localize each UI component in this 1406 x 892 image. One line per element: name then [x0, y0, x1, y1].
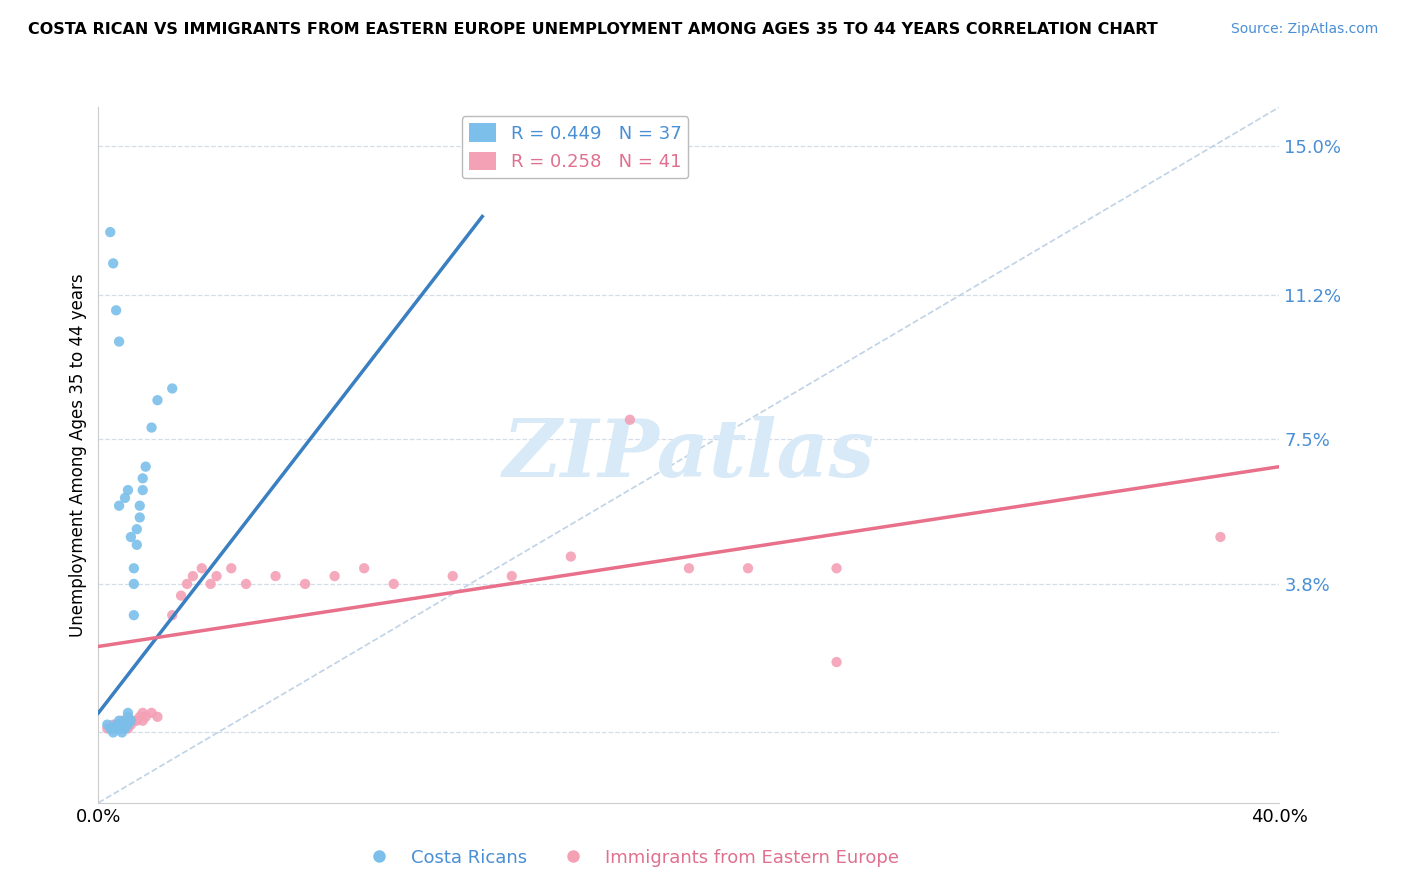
Point [128, 510, 150, 524]
Point [146, 393, 169, 408]
Point [219, 561, 242, 575]
Point [170, 589, 193, 603]
Y-axis label: Unemployment Among Ages 35 to 44 years: Unemployment Among Ages 35 to 44 years [69, 273, 87, 637]
Point [114, 491, 136, 505]
Point [117, 706, 139, 720]
Point [108, 717, 131, 731]
Point [120, 530, 142, 544]
Point [501, 569, 523, 583]
Point [382, 577, 405, 591]
Point [117, 717, 139, 731]
Point [114, 717, 136, 731]
Point [103, 725, 125, 739]
Point [105, 717, 128, 731]
Point [122, 561, 145, 575]
Point [125, 538, 148, 552]
Point [737, 561, 759, 575]
Point [132, 706, 155, 720]
Legend: Costa Ricans, Immigrants from Eastern Europe: Costa Ricans, Immigrants from Eastern Eu… [353, 841, 907, 874]
Point [132, 483, 155, 497]
Point [191, 561, 214, 575]
Point [162, 608, 183, 623]
Point [120, 717, 142, 731]
Point [353, 561, 375, 575]
Point [181, 569, 204, 583]
Point [825, 655, 848, 669]
Point [117, 483, 139, 497]
Point [103, 722, 125, 736]
Point [96, 717, 118, 731]
Point [135, 459, 157, 474]
Point [120, 714, 142, 728]
Point [105, 722, 128, 736]
Point [128, 710, 150, 724]
Point [141, 706, 163, 720]
Point [125, 714, 148, 728]
Point [105, 722, 128, 736]
Point [132, 471, 155, 485]
Point [111, 717, 134, 731]
Point [128, 499, 150, 513]
Point [117, 714, 139, 728]
Text: ZIPatlas: ZIPatlas [503, 417, 875, 493]
Point [117, 710, 139, 724]
Point [264, 569, 287, 583]
Point [200, 577, 222, 591]
Text: Source: ZipAtlas.com: Source: ZipAtlas.com [1230, 22, 1378, 37]
Point [205, 569, 228, 583]
Point [141, 420, 163, 434]
Point [122, 714, 145, 728]
Point [111, 722, 134, 736]
Point [103, 256, 125, 270]
Text: COSTA RICAN VS IMMIGRANTS FROM EASTERN EUROPE UNEMPLOYMENT AMONG AGES 35 TO 44 Y: COSTA RICAN VS IMMIGRANTS FROM EASTERN E… [28, 22, 1159, 37]
Point [176, 577, 198, 591]
Point [108, 334, 131, 349]
Point [114, 722, 136, 736]
Point [135, 710, 157, 724]
Point [146, 710, 169, 724]
Point [108, 714, 131, 728]
Point [132, 714, 155, 728]
Point [117, 722, 139, 736]
Point [619, 413, 641, 427]
Point [825, 561, 848, 575]
Point [108, 722, 131, 736]
Point [441, 569, 464, 583]
Point [105, 303, 128, 318]
Point [678, 561, 700, 575]
Point [103, 717, 125, 731]
Point [98, 722, 121, 736]
Point [323, 569, 346, 583]
Point [294, 577, 316, 591]
Point [235, 577, 257, 591]
Point [122, 577, 145, 591]
Point [1209, 530, 1232, 544]
Point [108, 499, 131, 513]
Point [162, 382, 183, 396]
Point [111, 725, 134, 739]
Point [560, 549, 582, 564]
Point [114, 714, 136, 728]
Point [125, 522, 148, 536]
Point [96, 722, 118, 736]
Point [98, 225, 121, 239]
Point [122, 608, 145, 623]
Point [111, 714, 134, 728]
